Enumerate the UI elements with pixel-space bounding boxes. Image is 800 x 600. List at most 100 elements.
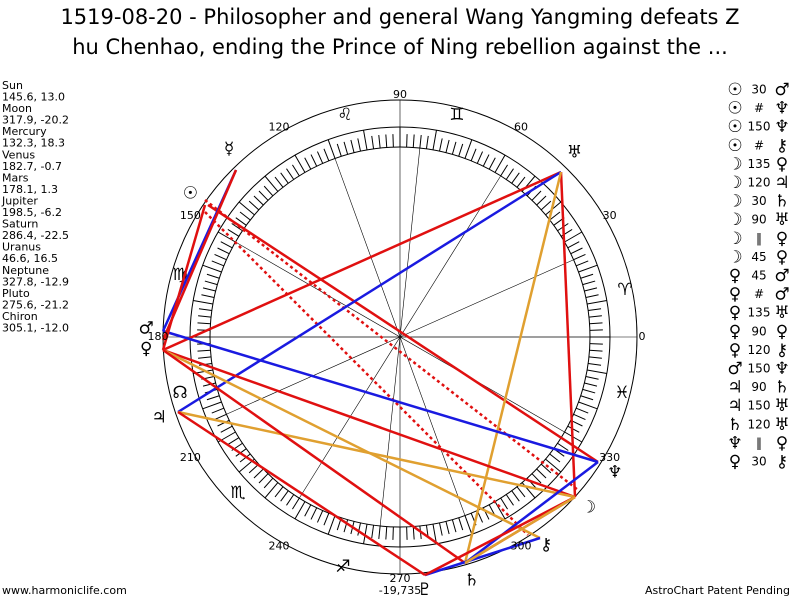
band-tick [573, 413, 586, 421]
aspect-planet: ☉ [727, 99, 742, 119]
aspect-planet: ☽ [727, 192, 742, 212]
aspect-type: 120 [748, 417, 771, 431]
aspect-type: 120 [748, 176, 771, 190]
planet-name: Sun [2, 79, 23, 92]
planet-name: Chiron [2, 310, 38, 323]
aspect-planet: ⚷ [776, 452, 788, 472]
band-tick [343, 519, 349, 533]
band-tick [327, 515, 336, 535]
aspect-type: 150 [748, 120, 771, 134]
degree-label: 300 [511, 540, 532, 553]
band-tick [412, 526, 415, 540]
band-tick [445, 139, 450, 153]
band-tick [264, 482, 279, 499]
band-tick [310, 507, 318, 520]
band-tick [587, 300, 607, 305]
aspect-line [177, 410, 426, 577]
sign-glyph: ♏ [230, 483, 245, 503]
band-tick [531, 190, 542, 201]
band-tick [500, 164, 508, 177]
band-tick [557, 442, 569, 451]
aspect-planet: ♄ [727, 415, 742, 435]
band-tick [217, 247, 230, 255]
planet-position: 327.8, -12.9 [2, 275, 69, 288]
band-tick [412, 134, 415, 148]
band-tick [292, 497, 300, 510]
band-tick [458, 143, 464, 157]
band-tick [425, 135, 429, 149]
title-line: hu Chenhao, ending the Prince of Ning re… [72, 35, 728, 59]
planet-position: 178.1, 1.3 [2, 183, 58, 196]
planet-name: Mars [2, 171, 29, 184]
band-tick [531, 473, 542, 484]
band-tick [549, 211, 561, 221]
band-tick [589, 322, 603, 325]
band-tick [274, 176, 284, 188]
band-tick [439, 522, 443, 536]
aspect-line [204, 199, 579, 491]
band-tick [582, 280, 596, 286]
band-tick [567, 425, 580, 433]
band-tick [211, 407, 225, 414]
aspect-planet: ♆ [727, 433, 742, 453]
aspect-planet: ♀ [776, 322, 788, 342]
band-tick [227, 229, 240, 237]
aspect-type: # [754, 138, 764, 152]
aspect-planet: ♀ [729, 340, 741, 360]
band-tick [357, 138, 361, 152]
band-tick [217, 231, 236, 243]
band-tick [584, 382, 598, 387]
band-tick [445, 521, 450, 535]
aspect-planet: ♆ [774, 359, 789, 379]
aspect-planet: ♅ [774, 210, 789, 230]
aspect-line [162, 348, 576, 499]
aspect-type: 30 [751, 455, 766, 469]
band-tick [263, 477, 274, 489]
planet-position: 182.7, -0.7 [2, 160, 62, 173]
band-tick [258, 190, 269, 201]
band-tick [263, 185, 274, 197]
degree-label: 120 [269, 120, 290, 133]
aspect-planet: ♀ [729, 266, 741, 286]
band-tick [536, 468, 547, 479]
aspect-line [424, 495, 576, 577]
band-tick [202, 287, 216, 292]
band-tick [516, 486, 526, 498]
degree-label: 150 [180, 209, 201, 222]
aspect-planet: ♀ [729, 285, 741, 305]
band-tick [470, 148, 477, 162]
band-tick [202, 264, 222, 273]
aspect-type: 30 [751, 194, 766, 208]
planet-name: Pluto [2, 287, 30, 300]
aspect-type: 135 [748, 157, 771, 171]
aspect-planet: ☽ [727, 229, 742, 249]
band-tick [198, 356, 212, 359]
band-tick [227, 437, 240, 445]
band-tick [545, 458, 562, 473]
aspect-planet: ♂ [774, 266, 789, 286]
aspect-line [464, 495, 576, 565]
band-tick [585, 376, 599, 380]
band-tick [451, 519, 457, 533]
aspect-planet: ♃ [727, 396, 742, 416]
band-tick [476, 151, 484, 164]
aspect-planet: ♀ [729, 322, 741, 342]
aspect-type: # [754, 101, 764, 115]
band-tick [327, 139, 336, 159]
aspect-line [464, 461, 599, 564]
aspect-type: 45 [751, 269, 766, 283]
band-tick [198, 315, 212, 318]
planet-position: 317.9, -20.2 [2, 114, 69, 127]
band-tick [587, 369, 607, 374]
band-tick [363, 524, 368, 544]
band-tick [584, 287, 598, 292]
planet-glyph: ⚷ [540, 535, 552, 555]
aspect-line [559, 171, 577, 498]
band-tick [304, 157, 312, 170]
planet-glyph: ♆ [607, 462, 622, 482]
band-tick [274, 486, 284, 498]
band-tick [432, 130, 437, 150]
band-tick [464, 139, 473, 159]
aspect-type: 135 [748, 306, 771, 320]
